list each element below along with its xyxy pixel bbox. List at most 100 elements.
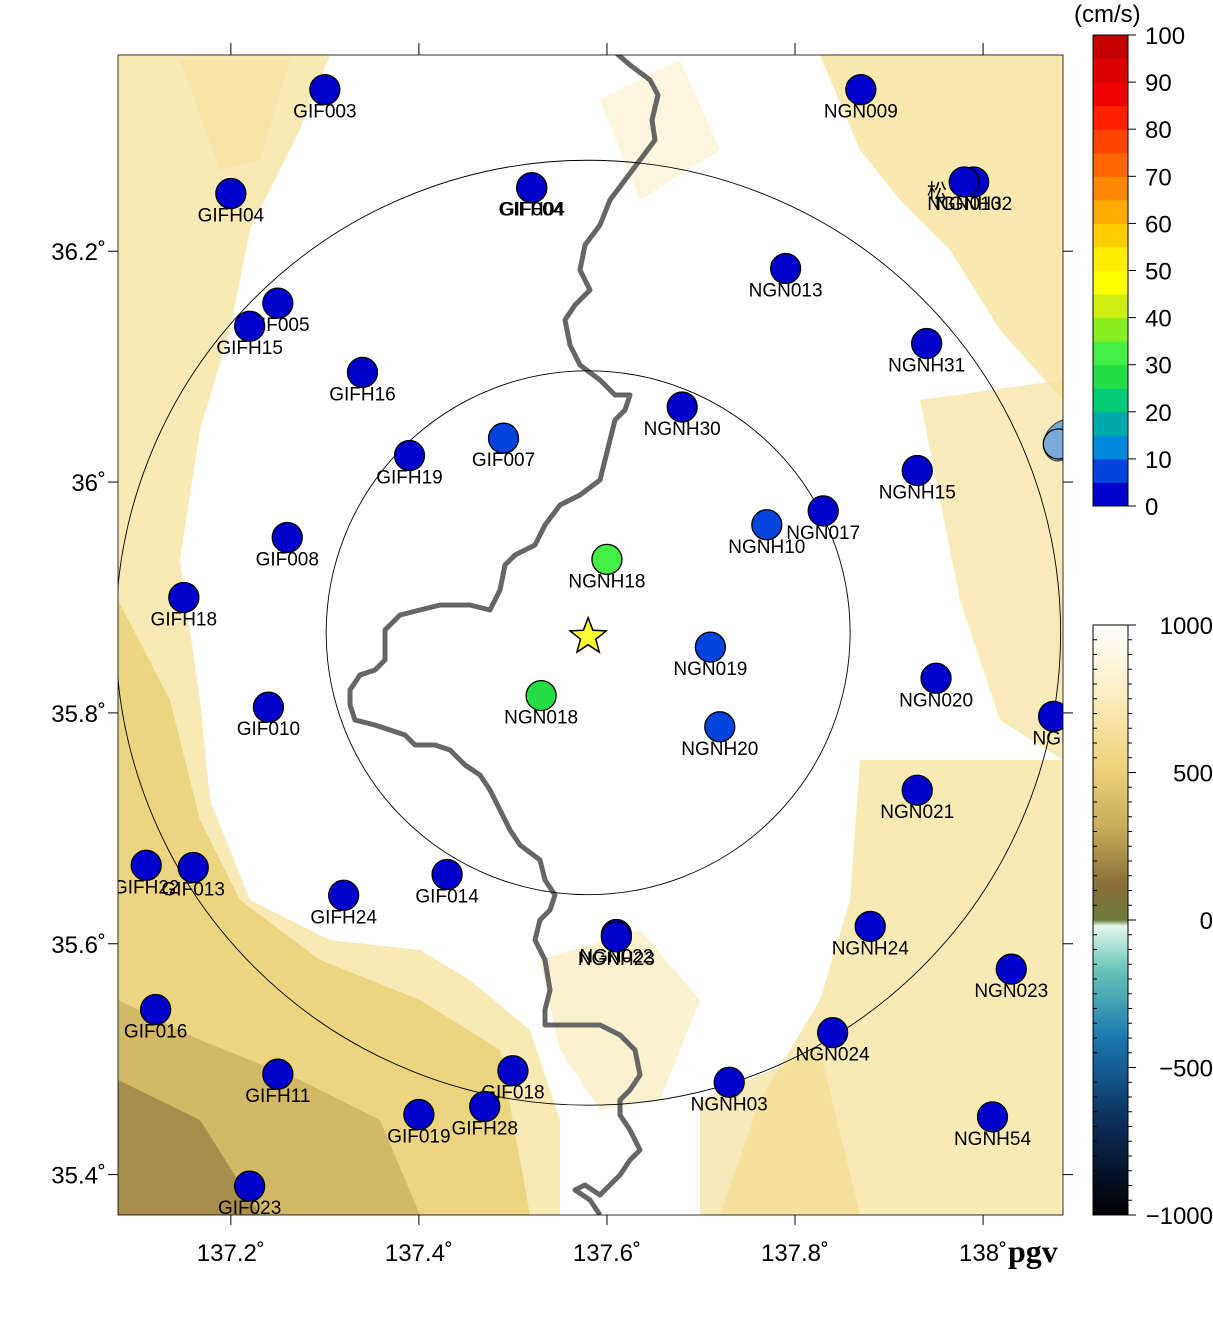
station-label-ngnh24: NGNH24: [832, 938, 910, 959]
station-marker-ngn019: [694, 631, 727, 663]
distance-rings: [118, 159, 1061, 1106]
station-marker-ngn017: [807, 495, 839, 527]
corner-label-pgv: pgv: [1008, 1233, 1058, 1269]
station-label-ngnh54: NGNH54: [954, 1129, 1032, 1150]
station-marker-gif023: [233, 1170, 266, 1202]
y-tick-label: 35.6˚: [51, 932, 106, 959]
pgv-color-step: [1093, 82, 1128, 107]
station-label-ngnh03: NGNH03: [691, 1094, 768, 1115]
station-marker-gif016: [139, 993, 172, 1026]
station-label-ngnh30: NGNH30: [644, 419, 721, 440]
station-label-gif019: GIF019: [387, 1127, 450, 1148]
station-marker-ngn009: [845, 73, 877, 106]
station-marker-gifh16: [346, 356, 379, 389]
pgv-color-step: [1093, 58, 1128, 83]
station-label-gifh04: GIFH04: [498, 200, 565, 221]
station-label-gifh28: GIFH28: [451, 1119, 518, 1140]
pgv-colorbar: 0 10 20 30 40 50 60 70 80 90 100: [1092, 23, 1185, 521]
pgv-tick-label: 90: [1145, 70, 1172, 97]
station-label-ngn010: NGN010: [927, 194, 1001, 215]
pgv-tick-label: 10: [1145, 447, 1172, 474]
station-label-gif016: GIF016: [124, 1022, 187, 1043]
station-marker-gif013: [177, 851, 209, 884]
station-label-gifh19: GIFH19: [376, 468, 443, 489]
station-label-ngn023: NGN023: [974, 981, 1048, 1002]
station-label-gifh16: GIFH16: [329, 384, 396, 405]
elevation-tick-label: −1000: [1146, 1203, 1213, 1230]
pgv-color-step: [1093, 199, 1128, 224]
station-marker-ngnh10: [751, 509, 783, 541]
station-marker-gifh18: [168, 581, 200, 614]
station-label-ngnh23: NGNH23: [578, 949, 655, 970]
station-marker-ngn018: [525, 679, 557, 712]
station-label-gif023: GIF023: [218, 1198, 281, 1219]
prefecture-boundary: [347, 55, 661, 1215]
y-tick-label: 35.8˚: [51, 701, 106, 728]
elevation-tick-label: 0: [1200, 908, 1213, 935]
station-label-gif004: GIF004: [500, 200, 564, 221]
pgv-tick-label: 40: [1145, 306, 1172, 333]
station-marker-gif018: [497, 1055, 529, 1087]
station-marker-ngnh24: [854, 910, 886, 943]
elevation-tick-label: 500: [1173, 761, 1213, 788]
distance-ring-1: [325, 370, 851, 896]
station-marker-gif007: [487, 422, 520, 454]
pgv-color-step: [1093, 458, 1128, 483]
x-tick-label: 137.2˚: [197, 1240, 265, 1267]
station-marker-offmap: [1042, 428, 1063, 460]
pgv-color-step: [1093, 317, 1128, 342]
station-label-ngn: NGN: [1032, 728, 1074, 749]
x-tick-label: 138˚: [959, 1240, 1007, 1267]
station-marker-gifh19: [393, 439, 426, 472]
elevation-colorbar: 1000 500 0 −500 −1000: [1092, 613, 1213, 1230]
station-label-gif007: GIF007: [472, 450, 535, 471]
elevation-tick-label: 1000: [1160, 613, 1213, 640]
pgv-tick-label: 20: [1145, 400, 1172, 427]
station-marker-ngnh54: [976, 1101, 1009, 1133]
pgv-color-step: [1093, 152, 1128, 177]
station-label-ngnh20: NGNH20: [681, 739, 758, 760]
station-label-ngn024: NGN024: [796, 1045, 870, 1066]
station-marker-gifh24: [328, 879, 360, 911]
station-marker-ngnh18: [591, 543, 623, 576]
pgv-unit-label: (cm/s): [1074, 1, 1141, 28]
station-marker-ngn013: [769, 252, 802, 285]
pgv-color-step: [1093, 482, 1128, 507]
station-marker-gifh04: [516, 172, 548, 204]
y-axis: 36.2˚ 36˚ 35.8˚ 35.6˚ 35.4˚: [51, 239, 1073, 1190]
pgv-color-step: [1093, 294, 1128, 319]
station-marker-gifh15: [233, 310, 266, 342]
station-label-ngn022: NGN022: [579, 947, 653, 968]
station-label-gif010: GIF010: [237, 719, 300, 740]
station-label-ngnh31: NGNH31: [888, 356, 965, 377]
pgv-color-step: [1093, 435, 1128, 460]
station-marker-gifh04: [215, 177, 247, 210]
kanji-label: 松: [927, 180, 947, 203]
station-label-gifh22: GIFH22: [113, 877, 180, 898]
station-label-ngn020: NGN020: [899, 690, 973, 711]
station-label-gifh04: GIFH04: [198, 206, 265, 227]
pgv-color-step: [1093, 35, 1128, 60]
station-label-ngnh15: NGNH15: [879, 483, 956, 504]
station-label-ngn017: NGN017: [786, 523, 860, 544]
station-marker-ngn: [1037, 700, 1063, 733]
pgv-tick-label: 50: [1145, 259, 1172, 286]
station-label-ngn021: NGN021: [880, 802, 954, 823]
x-tick-label: 137.4˚: [385, 1240, 453, 1267]
pgv-tick-label: 60: [1145, 211, 1172, 238]
station-marker-gifh11: [262, 1058, 294, 1090]
elevation-tick-label: −500: [1159, 1056, 1213, 1083]
station-marker-ngnh20: [704, 711, 736, 743]
station-label-gif003: GIF003: [293, 102, 356, 123]
station-marker-ngn021: [901, 774, 933, 806]
station-marker-gif008: [271, 521, 303, 554]
pgv-tick-label: 70: [1145, 164, 1172, 191]
station-marker-ngnh30: [666, 391, 698, 423]
station-label-gifh18: GIFH18: [151, 609, 218, 630]
y-tick-label: 36˚: [71, 470, 106, 497]
station-label-ngn009: NGN009: [824, 102, 898, 123]
pgv-color-step: [1093, 176, 1128, 201]
station-label-gif008: GIF008: [256, 549, 319, 570]
pgv-color-step: [1093, 223, 1128, 248]
